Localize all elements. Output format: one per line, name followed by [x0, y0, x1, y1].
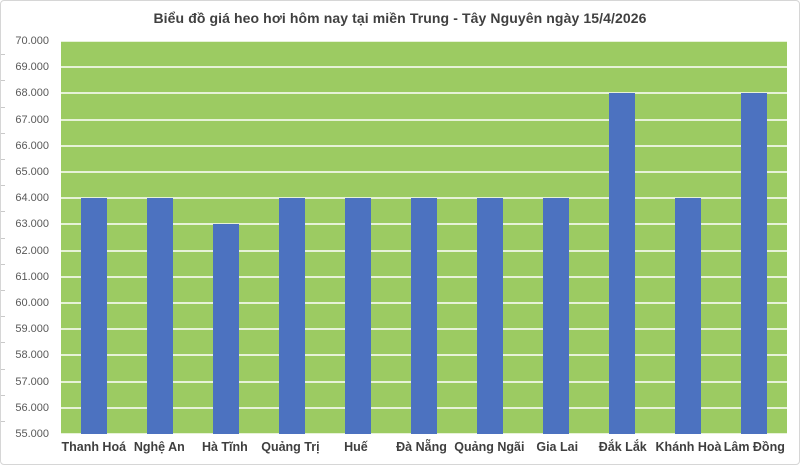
bar-slot — [193, 41, 259, 434]
y-tick-label: 62.000 — [15, 244, 49, 257]
y-tick-label: 68.000 — [15, 87, 49, 100]
bar-Quảng Ngãi — [477, 198, 503, 434]
bar-Đà Nẵng — [411, 198, 437, 434]
x-axis-labels: Thanh Hoá Nghệ An Hà Tĩnh Quảng Trị Huế Đà Nẵ… — [61, 440, 787, 454]
bar-Khánh Hoà — [675, 198, 701, 434]
gridline — [61, 171, 787, 173]
y-axis-minor-tick — [1, 80, 5, 82]
bar-slot — [523, 41, 589, 434]
y-axis-minor-tick — [1, 368, 5, 370]
y-tick-label: 69.000 — [15, 61, 49, 74]
y-axis-minor-tick — [1, 420, 5, 422]
bar-slot — [589, 41, 655, 434]
y-tick-label: 65.000 — [15, 166, 49, 178]
x-category-label: Thanh Hoá — [61, 440, 127, 454]
gridline — [61, 92, 787, 95]
gridline — [61, 118, 787, 121]
bar-slot — [391, 41, 457, 434]
bar-slot — [325, 41, 391, 434]
y-axis-minor-tick — [1, 106, 5, 108]
y-tick-label: 55.000 — [15, 428, 49, 440]
y-axis-minor-tick — [1, 394, 5, 396]
y-tick-label: 66.000 — [15, 139, 49, 152]
y-axis-minor-tick — [1, 289, 5, 291]
y-axis-minor-tick — [1, 132, 5, 134]
y-axis-minor-tick — [1, 185, 5, 187]
y-axis-labels: 70.000 69.000 68.000 67.000 66.000 65.000 64.0… — [1, 35, 53, 440]
x-category-label: Huế — [344, 440, 368, 454]
x-category-label: Hà Tĩnh — [201, 440, 248, 454]
gridline — [61, 197, 787, 200]
bar-Hà Tĩnh — [213, 224, 239, 434]
y-tick-label: 63.000 — [15, 218, 49, 231]
bar-slot — [457, 41, 523, 434]
y-axis-minor-tick — [1, 237, 5, 239]
bar-Lâm Đồng — [741, 93, 767, 434]
y-tick-label: 70.000 — [15, 35, 49, 47]
gridline — [61, 66, 787, 69]
bar-Thanh Hoá — [81, 198, 107, 434]
x-category-label: Gia Lai — [536, 440, 579, 454]
x-category-label: Đắk Lắk — [598, 440, 647, 454]
y-tick-label: 60.000 — [15, 297, 49, 309]
gridline — [61, 144, 787, 147]
bar-slot — [655, 41, 721, 434]
bar-slot — [127, 41, 193, 434]
y-axis-minor-tick — [1, 158, 5, 160]
x-category-label: Lâm Đồng — [723, 440, 785, 454]
bar-Nghệ An — [147, 198, 173, 434]
x-category-label: Đà Nẵng — [396, 440, 447, 454]
chart-title: Biểu đồ giá heo hơi hôm nay tại miền Tru… — [153, 10, 647, 26]
bar-Quảng Trị — [279, 198, 305, 434]
y-tick-label: 64.000 — [15, 192, 49, 205]
y-tick-label: 57.000 — [15, 375, 49, 388]
bars-container — [61, 41, 787, 434]
gridline — [61, 41, 787, 42]
bar-slot — [61, 41, 127, 434]
x-category-label: Quảng Ngãi — [454, 440, 525, 454]
bar-Gia Lai — [543, 198, 569, 434]
y-tick-label: 58.000 — [15, 349, 49, 362]
bar-slot — [259, 41, 325, 434]
y-axis-minor-tick — [1, 263, 5, 265]
bar-slot — [721, 41, 787, 434]
plot-area — [61, 41, 787, 434]
y-tick-label: 59.000 — [15, 323, 49, 336]
y-axis-minor-tick — [1, 342, 5, 344]
x-category-label: Nghệ An — [133, 440, 185, 454]
y-tick-label: 56.000 — [15, 401, 49, 414]
bar-Huế — [345, 198, 371, 434]
y-axis-minor-tick — [1, 54, 5, 56]
bar-Đắk Lắk — [609, 93, 635, 434]
y-axis-minor-tick — [1, 316, 5, 318]
y-tick-label: 67.000 — [15, 113, 49, 126]
x-category-label: Quảng Trị — [261, 440, 320, 454]
y-tick-label: 61.000 — [15, 270, 49, 283]
y-axis-minor-tick — [1, 211, 5, 213]
x-category-label: Khánh Hoà — [655, 440, 722, 454]
